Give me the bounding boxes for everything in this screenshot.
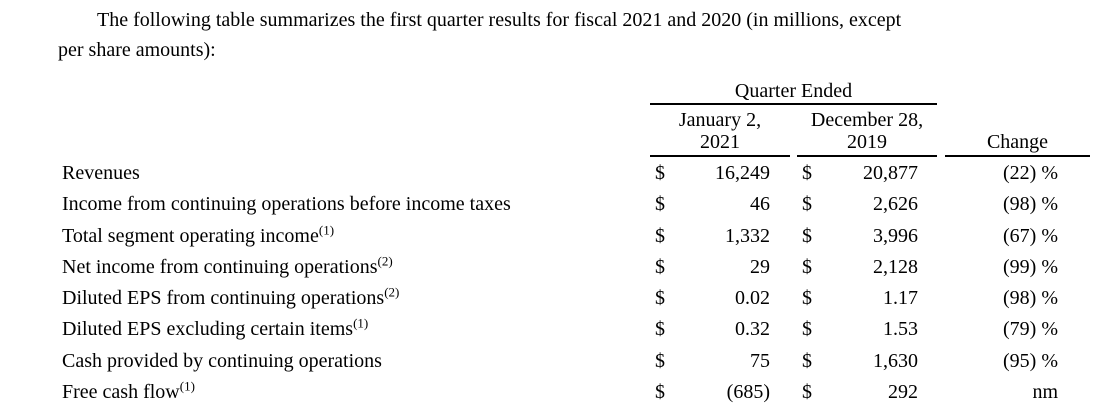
value-cell-2021: $16,249 — [650, 162, 790, 185]
dollar-sign: $ — [655, 287, 665, 310]
amount: 46 — [750, 193, 770, 216]
value-cell-2019: $2,626 — [797, 193, 937, 216]
value-cell-2019: $20,877 — [797, 162, 937, 185]
column-header-january-2-2021: January 2, 2021 — [650, 109, 790, 153]
row-label: Diluted EPS excluding certain items(1) — [62, 315, 369, 341]
amount: 29 — [750, 255, 770, 278]
change-cell: (95) % — [1003, 349, 1058, 372]
row-label: Total segment operating income(1) — [62, 221, 335, 247]
amount: 3,996 — [873, 224, 918, 247]
column-header-col1-line1: January 2, — [678, 109, 762, 131]
amount: (685) — [726, 380, 770, 403]
column-underline-col2 — [797, 155, 937, 157]
column-header-change: Change — [986, 131, 1049, 153]
column-underline-change — [945, 155, 1090, 157]
amount: 2,626 — [873, 193, 918, 216]
amount: 292 — [888, 380, 918, 403]
amount: 16,249 — [715, 162, 770, 185]
dollar-sign: $ — [655, 349, 665, 372]
change-cell: (22) % — [1003, 162, 1058, 185]
amount: 0.02 — [735, 287, 770, 310]
column-header-col1-line2: 2021 — [700, 131, 740, 153]
amount: 2,128 — [873, 255, 918, 278]
footnote-marker: (1) — [353, 315, 369, 331]
intro-line-2: per share amounts): — [58, 39, 216, 61]
column-underline-col1 — [650, 155, 790, 157]
value-cell-2019: $1.53 — [797, 318, 937, 341]
table-row-diluted-eps-continuing-ops: Diluted EPS from continuing operations(2… — [0, 283, 1115, 314]
column-header-december-28-2019: December 28, 2019 — [797, 109, 937, 153]
dollar-sign: $ — [655, 193, 665, 216]
value-cell-2019: $1.17 — [797, 287, 937, 310]
column-header-col2-line1: December 28, — [810, 109, 924, 131]
table-body: Revenues $16,249 $20,877 (22) % Income f… — [0, 158, 1115, 408]
change-cell: (79) % — [1003, 318, 1058, 341]
dollar-sign: $ — [802, 255, 812, 278]
table-row-diluted-eps-excluding-items: Diluted EPS excluding certain items(1) $… — [0, 314, 1115, 345]
change-cell: nm — [1032, 380, 1058, 403]
value-cell-2021: $0.32 — [650, 318, 790, 341]
table-row-net-income-continuing-ops: Net income from continuing operations(2)… — [0, 252, 1115, 283]
value-cell-2021: $ (685) — [650, 381, 790, 404]
table-row-cash-provided: Cash provided by continuing operations $… — [0, 346, 1115, 377]
dollar-sign: $ — [802, 193, 812, 216]
footnote-marker: (1) — [179, 378, 195, 394]
table-row-free-cash-flow: Free cash flow(1) $ (685) $292 nm — [0, 377, 1115, 408]
group-header-underline — [650, 103, 937, 105]
value-cell-2019: $3,996 — [797, 225, 937, 248]
dollar-sign: $ — [802, 349, 812, 372]
dollar-sign: $ — [655, 162, 665, 185]
intro-paragraph: The following table summarizes the first… — [58, 5, 1093, 65]
amount: 20,877 — [863, 162, 918, 185]
group-header-quarter-ended: Quarter Ended — [734, 80, 853, 102]
footnote-marker: (2) — [384, 284, 400, 300]
row-label: Free cash flow(1) — [62, 378, 195, 403]
table-row-segment-operating-income: Total segment operating income(1) $1,332… — [0, 221, 1115, 252]
dollar-sign: $ — [655, 224, 665, 247]
change-cell: (98) % — [1003, 287, 1058, 310]
value-cell-2021: $29 — [650, 256, 790, 279]
dollar-sign: $ — [802, 224, 812, 247]
row-label: Diluted EPS from continuing operations(2… — [62, 284, 400, 310]
amount: 75 — [750, 349, 770, 372]
intro-line-1: The following table summarizes the first… — [97, 9, 902, 31]
value-cell-2021: $46 — [650, 193, 790, 216]
dollar-sign: $ — [655, 380, 665, 403]
dollar-sign: $ — [802, 318, 812, 341]
amount: 0.32 — [735, 318, 770, 341]
value-cell-2021: $1,332 — [650, 225, 790, 248]
dollar-sign: $ — [802, 380, 812, 403]
column-header-col2-line2: 2019 — [847, 131, 887, 153]
row-label: Cash provided by continuing operations — [62, 349, 382, 372]
dollar-sign: $ — [802, 287, 812, 310]
value-cell-2021: $75 — [650, 350, 790, 373]
table-row-revenues: Revenues $16,249 $20,877 (22) % — [0, 158, 1115, 189]
change-cell: (98) % — [1003, 193, 1058, 216]
dollar-sign: $ — [802, 162, 812, 185]
row-label: Income from continuing operations before… — [62, 193, 511, 216]
value-cell-2019: $1,630 — [797, 350, 937, 373]
dollar-sign: $ — [655, 255, 665, 278]
amount: 1,630 — [873, 349, 918, 372]
row-label: Revenues — [62, 162, 140, 185]
row-label: Net income from continuing operations(2) — [62, 253, 393, 278]
change-cell: (67) % — [1003, 224, 1058, 247]
value-cell-2019: $292 — [797, 381, 937, 404]
dollar-sign: $ — [655, 318, 665, 341]
footnote-marker: (2) — [377, 253, 393, 269]
amount: 1.17 — [883, 287, 918, 310]
amount: 1.53 — [883, 318, 918, 341]
value-cell-2021: $0.02 — [650, 287, 790, 310]
change-cell: (99) % — [1003, 255, 1058, 278]
table-row-income-before-taxes: Income from continuing operations before… — [0, 189, 1115, 220]
footnote-marker: (1) — [318, 221, 335, 237]
value-cell-2019: $2,128 — [797, 256, 937, 279]
amount: 1,332 — [725, 224, 770, 247]
